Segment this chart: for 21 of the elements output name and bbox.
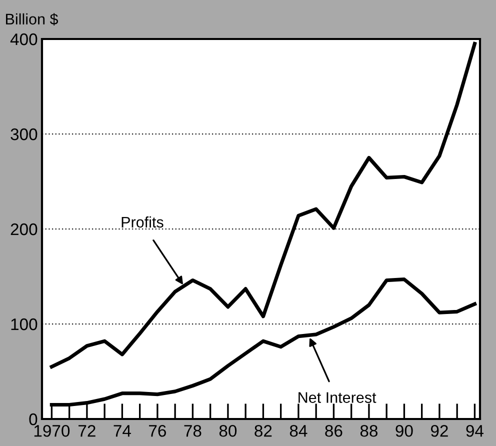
y-tick-label: 200 bbox=[10, 223, 38, 236]
x-tick-label: 1970 bbox=[34, 424, 70, 437]
x-tick-label: 76 bbox=[149, 424, 166, 437]
y-tick-label: 300 bbox=[10, 128, 38, 140]
annotation: Profits bbox=[122, 216, 164, 228]
x-tick-label: 84 bbox=[290, 424, 308, 437]
y-tick-label: 0 bbox=[29, 413, 38, 426]
x-tick-label: 72 bbox=[78, 424, 96, 437]
annotation: Net Interest bbox=[298, 392, 376, 403]
x-tick-label: 88 bbox=[360, 424, 378, 437]
y-tick-label: 100 bbox=[11, 318, 38, 330]
x-tick-label: 74 bbox=[114, 425, 131, 437]
y-tick-label: 400 bbox=[10, 33, 38, 46]
x-tick-label: 78 bbox=[184, 424, 202, 437]
x-tick-label: 90 bbox=[396, 424, 413, 437]
x-tick-label: 94 bbox=[466, 424, 484, 437]
y-axis-title: Billion $ bbox=[6, 13, 58, 26]
x-tick-label: 86 bbox=[325, 424, 342, 437]
x-tick-label: 92 bbox=[430, 424, 448, 437]
x-tick-label: 80 bbox=[219, 424, 237, 437]
x-tick-label: 82 bbox=[254, 424, 272, 437]
